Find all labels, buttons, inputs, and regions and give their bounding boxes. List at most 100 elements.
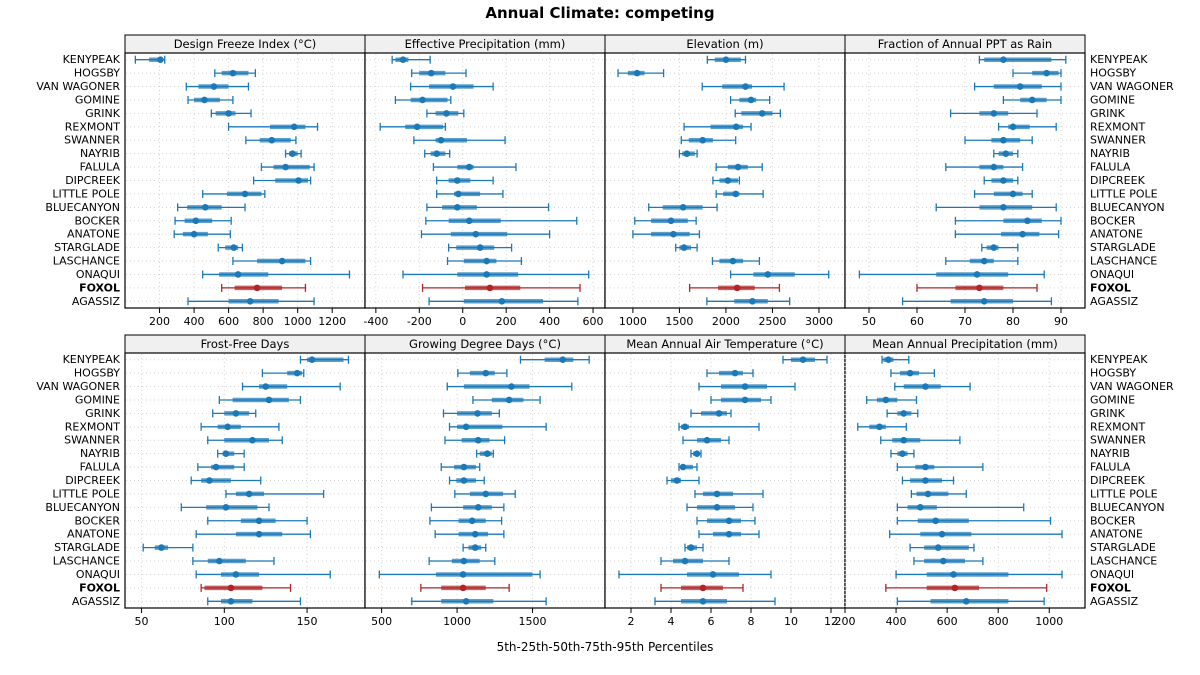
error-bar-hogsby — [214, 69, 257, 78]
station-label-right-van-wagoner: VAN WAGONER — [1090, 380, 1174, 393]
error-bar-nayrib — [284, 149, 302, 158]
median-dot — [476, 244, 484, 251]
axis-tick-label: 2000 — [712, 315, 740, 328]
error-bar-onaqui — [378, 570, 541, 579]
median-dot — [876, 423, 883, 431]
error-bar-swanner — [964, 136, 1033, 145]
median-dot — [158, 544, 165, 551]
error-bar-falula — [260, 163, 315, 172]
chart-title: Annual Climate: competing — [485, 4, 715, 22]
station-label-left-grink: GRINK — [85, 107, 121, 120]
station-label-left-starglade: STARGLADE — [54, 541, 120, 554]
median-dot — [973, 271, 981, 278]
error-bar-kenypeak — [782, 355, 828, 364]
axis-tick-label: 200 — [835, 615, 856, 628]
median-dot — [486, 284, 494, 292]
error-bar-onaqui — [729, 270, 830, 279]
median-dot — [253, 284, 261, 292]
axis-tick-label: 12 — [824, 615, 838, 628]
median-dot — [1002, 150, 1010, 157]
error-bar-falula — [197, 463, 245, 472]
median-dot — [1000, 204, 1007, 211]
error-bar-hogsby — [890, 369, 936, 378]
median-dot — [1000, 56, 1007, 64]
error-bar-grink — [212, 409, 257, 418]
error-bar-starglade — [909, 543, 975, 552]
median-dot — [482, 490, 490, 498]
station-label-right-bluecanyon: BLUECANYON — [1090, 501, 1165, 514]
median-dot — [885, 356, 892, 364]
error-bar-bocker — [696, 516, 756, 525]
panel-elevation-m: Elevation (m) 1000 1500 2000 2500 3000 — [604, 34, 846, 328]
median-dot — [249, 436, 256, 444]
median-dot — [900, 410, 908, 417]
median-dot — [289, 150, 296, 157]
axis-tick-label: 800 — [253, 315, 274, 328]
error-bar-grink — [426, 109, 465, 118]
station-label-left-nayrib: NAYRIB — [80, 447, 120, 460]
median-dot — [724, 177, 732, 184]
station-label-right-starglade: STARGLADE — [1090, 541, 1156, 554]
median-dot — [932, 517, 939, 525]
median-dot — [1000, 136, 1007, 144]
error-bar-starglade — [462, 543, 487, 552]
station-label-left-kenypeak: KENYPEAK — [63, 353, 121, 366]
axis-tick-label: 500 — [371, 615, 392, 628]
median-dot — [460, 477, 468, 484]
error-bar-falula — [715, 163, 763, 172]
error-bar-hogsby — [457, 369, 508, 378]
station-label-right-rexmont: REXMONT — [1090, 420, 1146, 433]
station-label-left-rexmont: REXMONT — [65, 120, 121, 133]
median-dot — [976, 284, 983, 292]
median-dot — [157, 56, 164, 64]
median-dot — [474, 504, 482, 511]
station-label-right-falula: FALULA — [1090, 461, 1131, 474]
station-label-left-rexmont: REXMONT — [65, 420, 121, 433]
station-label-right-gomine: GOMINE — [1090, 93, 1135, 106]
station-label-left-bocker: BOCKER — [75, 214, 121, 227]
error-bar-van-wagoner — [698, 382, 796, 391]
median-dot — [680, 244, 688, 251]
error-bar-laschance — [913, 557, 984, 566]
station-label-left-gomine: GOMINE — [75, 93, 120, 106]
median-dot — [559, 356, 567, 364]
error-bar-van-wagoner — [185, 82, 250, 91]
median-dot — [462, 597, 470, 605]
station-label-left-falula: FALULA — [80, 461, 121, 474]
median-dot — [906, 369, 914, 377]
error-bar-foxol — [421, 283, 581, 292]
median-dot — [471, 544, 479, 551]
axis-tick-label: 1000 — [443, 615, 471, 628]
median-dot — [799, 356, 807, 364]
error-bar-grink — [949, 109, 1038, 118]
median-dot — [1000, 177, 1007, 184]
error-bar-anatone — [420, 230, 551, 239]
station-label-left-bocker: BOCKER — [75, 514, 121, 527]
axis-tick-label: 400 — [539, 315, 560, 328]
error-bar-dipcreek — [983, 176, 1019, 185]
axis-tick-label: 80 — [1006, 315, 1020, 328]
median-dot — [201, 204, 209, 211]
station-label-right-grink: GRINK — [1090, 107, 1126, 120]
error-bar-bocker — [425, 216, 578, 225]
panel-title: Mean Annual Air Temperature (°C) — [626, 337, 823, 351]
error-bar-hogsby — [617, 69, 665, 78]
median-dot — [282, 163, 289, 171]
panel-title: Effective Precipitation (mm) — [405, 37, 566, 51]
error-bar-kenypeak — [978, 55, 1067, 64]
error-bar-laschance — [428, 557, 496, 566]
median-dot — [990, 244, 998, 251]
error-bar-falula — [432, 163, 517, 172]
median-dot — [1028, 96, 1036, 104]
station-label-right-laschance: LASCHANCE — [1090, 555, 1157, 568]
axis-tick-label: 1000 — [284, 315, 312, 328]
error-bar-grink — [210, 109, 252, 118]
median-dot — [399, 56, 407, 64]
median-dot — [950, 571, 957, 578]
error-bar-van-wagoner — [894, 382, 971, 391]
station-label-right-falula: FALULA — [1090, 161, 1131, 174]
median-dot — [255, 530, 263, 538]
error-bar-laschance — [945, 257, 1019, 266]
panel-plot-area — [844, 52, 1086, 309]
error-bar-nayrib — [993, 149, 1019, 158]
